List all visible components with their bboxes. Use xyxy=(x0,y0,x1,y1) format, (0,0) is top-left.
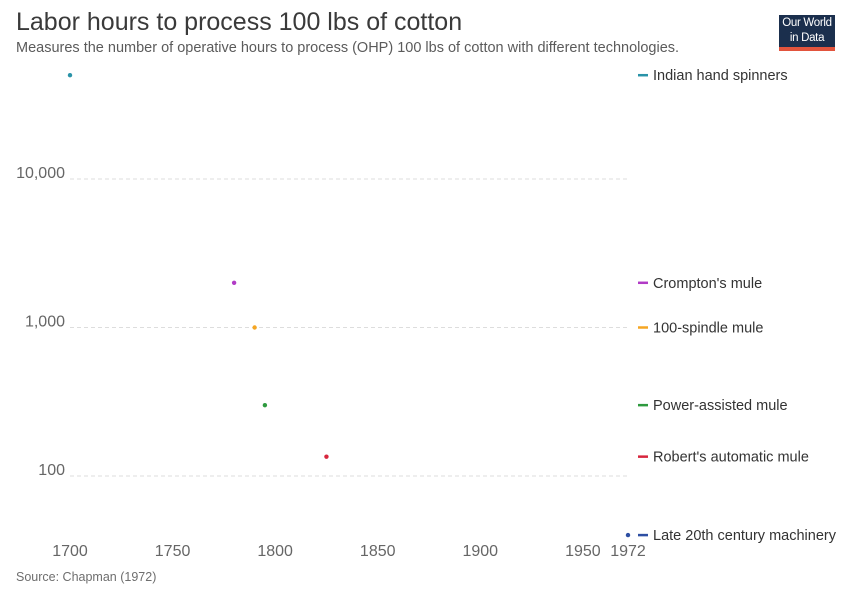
legend-label[interactable]: Late 20th century machinery xyxy=(653,528,837,544)
owid-logo[interactable]: Our World in Data xyxy=(779,15,835,51)
chart-subtitle: Measures the number of operative hours t… xyxy=(16,40,680,56)
logo-line-1: Our World xyxy=(782,17,832,29)
y-tick-label: 100 xyxy=(38,462,65,479)
chart-title: Labor hours to process 100 lbs of cotton xyxy=(16,8,463,36)
source-note: Source: Chapman (1972) xyxy=(16,570,157,584)
data-point[interactable] xyxy=(324,454,329,459)
x-tick-label: 1700 xyxy=(52,543,88,560)
x-tick-label: 1800 xyxy=(257,543,293,560)
data-point[interactable] xyxy=(67,73,73,78)
data-point[interactable] xyxy=(625,532,631,538)
legend-label[interactable]: Indian hand spinners xyxy=(653,68,788,84)
y-tick-label: 1,000 xyxy=(25,314,65,331)
legend-label[interactable]: 100-spindle mule xyxy=(653,321,763,337)
legend-label[interactable]: Power-assisted mule xyxy=(653,398,788,414)
legend-label[interactable]: Robert's automatic mule xyxy=(653,450,809,466)
gridlines xyxy=(70,178,628,477)
logo-line-2: in Data xyxy=(789,32,825,44)
data-point[interactable] xyxy=(231,280,237,285)
x-tick-label: 1850 xyxy=(360,543,396,560)
y-tick-label: 10,000 xyxy=(16,165,65,182)
x-tick-label: 1950 xyxy=(565,543,601,560)
legend-label[interactable]: Crompton's mule xyxy=(653,276,762,292)
x-tick-label: 1750 xyxy=(155,543,191,560)
x-tick-label: 1900 xyxy=(462,543,498,560)
x-tick-label: 1972 xyxy=(610,543,646,560)
y-axis-ticks: 100 1,000 10,000 xyxy=(16,165,65,479)
data-point[interactable] xyxy=(262,402,268,408)
data-point[interactable] xyxy=(252,325,257,330)
legend: Indian hand spinners Crompton's mule 100-s… xyxy=(638,68,837,544)
x-axis-ticks: 1700 1750 1800 1850 1900 1950 1972 xyxy=(52,543,646,560)
data-points xyxy=(67,73,631,538)
